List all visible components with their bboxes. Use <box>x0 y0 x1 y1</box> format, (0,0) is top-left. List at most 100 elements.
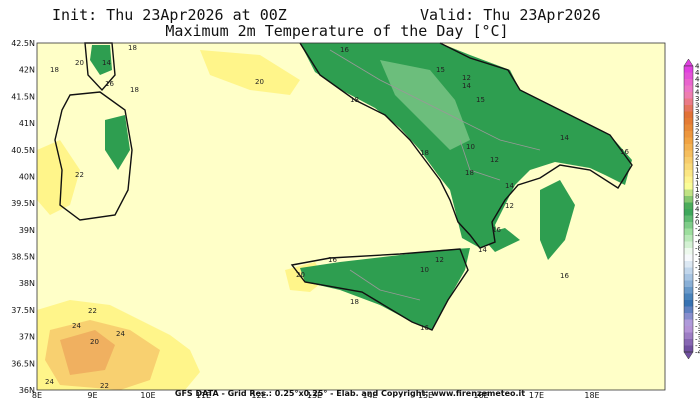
colorbar-label: -22 <box>695 290 700 298</box>
contour-label: 18 <box>50 66 59 74</box>
valid-label: Valid: Thu 23Apr2026 <box>420 6 601 24</box>
colorbar-label: 2 <box>695 212 699 220</box>
lon-label: 9E <box>87 391 97 400</box>
contour-label: 20 <box>75 59 84 67</box>
init-label: Init: Thu 23Apr2026 at 00Z <box>52 6 287 24</box>
colorbar-label: -16 <box>695 271 700 279</box>
colorbar-swatch <box>684 124 693 132</box>
lat-label: 37.5N <box>11 306 35 315</box>
contour-label: 16 <box>105 80 114 88</box>
colorbar-swatch <box>684 105 693 112</box>
contour-label: 24 <box>116 330 125 338</box>
contour-label: 18 <box>420 149 429 157</box>
contour-label: 12 <box>505 202 514 210</box>
lon-label: 13E <box>307 391 322 400</box>
lon-label: 11E <box>196 391 211 400</box>
colorbar-label: 8 <box>695 193 699 201</box>
colorbar-swatch <box>684 280 693 288</box>
colorbar-swatch <box>684 248 693 255</box>
colorbar-label: 28 <box>695 128 700 136</box>
map: 18 20 14 16 18 20 18 16 15 12 14 15 18 1… <box>36 42 666 391</box>
lon-label: 18E <box>584 391 599 400</box>
colorbar-swatch <box>684 111 693 119</box>
colorbar-swatch <box>684 183 693 190</box>
colorbar-arrow-bottom <box>683 351 694 360</box>
contour-label: 14 <box>462 82 471 90</box>
colorbar-swatch <box>684 202 693 210</box>
colorbar-swatch <box>684 66 693 73</box>
colorbar-swatch <box>684 293 693 301</box>
colorbar-swatch <box>684 209 693 216</box>
region-border <box>329 49 541 301</box>
colorbar-label: 20 <box>695 154 700 162</box>
contour-label: 12 <box>435 256 444 264</box>
contour-label: 10 <box>466 143 475 151</box>
cool-area <box>480 228 520 252</box>
colorbar-label: -2 <box>695 225 700 233</box>
colorbar-swatch <box>684 241 693 249</box>
cooler-area <box>380 60 470 150</box>
colorbar-arrow-top <box>683 58 694 67</box>
footer: GFS DATA - Grid Res.: 0.25°x0.25° - Elab… <box>175 389 525 398</box>
contour-label: 18 <box>128 44 137 52</box>
colorbar-swatch <box>684 189 693 197</box>
colorbar-label: 22 <box>695 147 700 155</box>
colorbar-swatch <box>684 261 693 268</box>
colorbar-label: -18 <box>695 277 700 285</box>
cool-area <box>90 45 112 75</box>
colorbar-label: -8 <box>695 245 700 253</box>
colorbar-label: 34 <box>695 108 700 116</box>
colorbar-label: -32 <box>695 323 700 331</box>
colorbar-swatch <box>684 345 693 353</box>
lat-label: 42.5N <box>11 39 35 48</box>
colorbar-label: 10 <box>695 186 700 194</box>
contour-label: 20 <box>296 271 305 279</box>
contour-label: 20 <box>90 338 99 346</box>
colorbar-swatch <box>684 267 693 275</box>
colorbar-label: -34 <box>695 329 700 337</box>
lat-label: 37N <box>19 333 35 342</box>
colorbar-label: -26 <box>695 303 700 311</box>
colorbar-label: -20 <box>695 284 700 292</box>
contour-label: 14 <box>478 246 487 254</box>
colorbar-swatch <box>684 300 693 307</box>
colorbar-label: -38 <box>695 342 700 350</box>
contour-label: 18 <box>350 298 359 306</box>
cool-area <box>105 115 130 170</box>
colorbar-swatch <box>684 196 693 203</box>
map-frame <box>36 42 666 391</box>
contour-label: 22 <box>100 382 109 390</box>
colorbar-label: 16 <box>695 167 700 175</box>
colorbar-swatch <box>684 144 693 151</box>
colorbar-label: -24 <box>695 297 700 305</box>
contour-label: 16 <box>340 46 349 54</box>
colorbar-swatch <box>684 157 693 164</box>
lon-label: 12E <box>251 391 266 400</box>
colorbar-label: 46 <box>695 69 700 77</box>
colorbar-label: 40 <box>695 89 700 97</box>
colorbar-label: 42 <box>695 82 700 90</box>
colorbar-swatch <box>684 339 693 346</box>
contour-label: 20 <box>255 78 264 86</box>
colorbar-label: 38 <box>695 95 700 103</box>
lat-label: 40N <box>19 172 35 181</box>
contour-label: 16 <box>328 256 337 264</box>
lat-label: 38N <box>19 279 35 288</box>
contour-label: 14 <box>102 59 111 67</box>
colorbar-label: 44 <box>695 76 700 84</box>
contour-label: 15 <box>436 66 445 74</box>
colorbar-label: -30 <box>695 316 700 324</box>
colorbar-label: -14 <box>695 264 700 272</box>
colorbar-swatch <box>684 163 693 171</box>
colorbar-label: 4 <box>695 206 700 214</box>
cool-area <box>540 180 575 260</box>
lon-label: 17E <box>529 391 544 400</box>
colorbar-label: 36 <box>695 102 700 110</box>
lat-label: 40.5N <box>11 146 35 155</box>
contour-label: 15 <box>476 96 485 104</box>
colorbar-swatch <box>684 85 693 93</box>
cool-area <box>300 43 632 248</box>
contour-label: 16 <box>420 324 429 332</box>
lat-label: 39N <box>19 226 35 235</box>
